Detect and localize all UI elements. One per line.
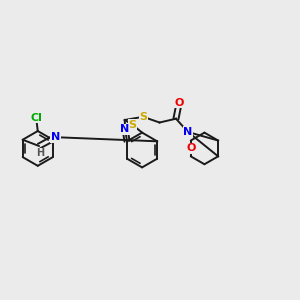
Text: O: O bbox=[175, 98, 184, 108]
Text: N: N bbox=[121, 124, 130, 134]
Text: Cl: Cl bbox=[30, 113, 42, 123]
Text: N: N bbox=[51, 132, 60, 142]
Text: H: H bbox=[36, 148, 44, 158]
Text: S: S bbox=[139, 112, 147, 122]
Text: O: O bbox=[186, 143, 195, 153]
Text: N: N bbox=[183, 127, 193, 137]
Text: S: S bbox=[129, 120, 136, 130]
